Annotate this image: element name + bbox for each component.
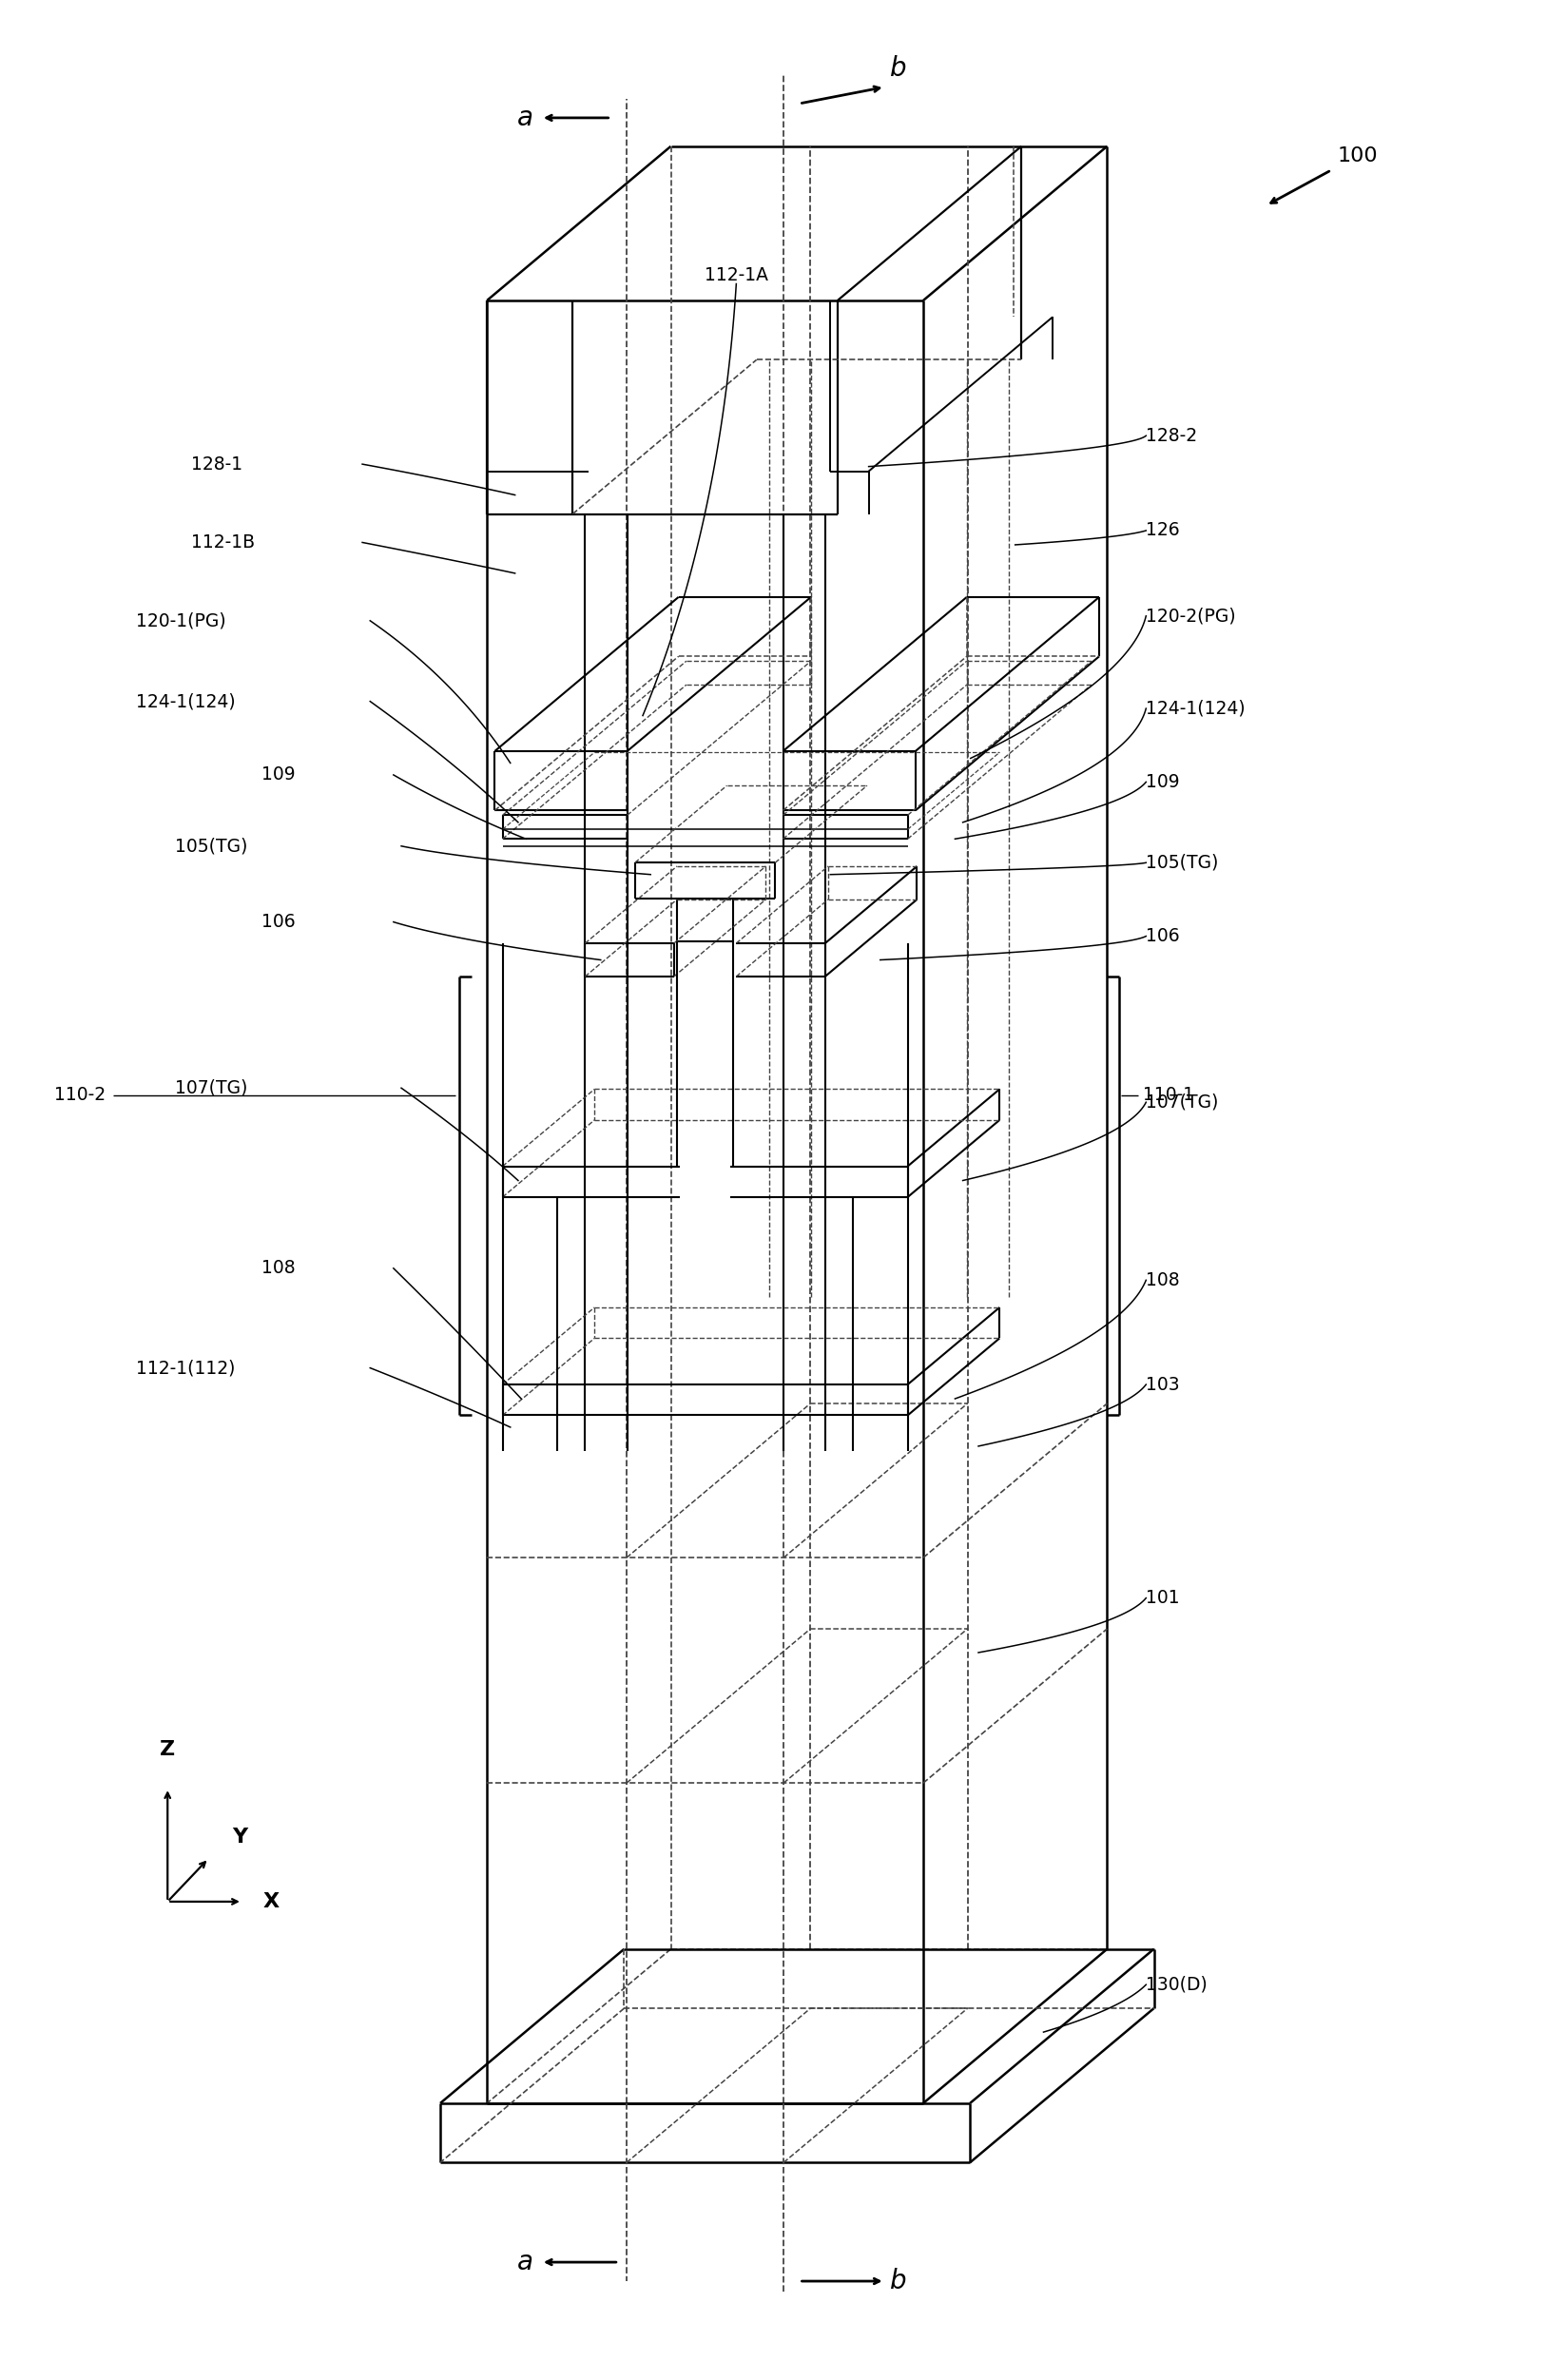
- Text: 112-1A: 112-1A: [705, 267, 767, 283]
- Text: 103: 103: [1146, 1376, 1179, 1395]
- Text: b: b: [889, 2268, 907, 2294]
- Text: 100: 100: [1337, 145, 1378, 164]
- Text: 105(TG): 105(TG): [175, 838, 247, 854]
- Text: 124-1(124): 124-1(124): [1146, 700, 1245, 716]
- Text: 110-2: 110-2: [53, 1085, 105, 1104]
- Text: 120-2(PG): 120-2(PG): [1146, 607, 1236, 626]
- Text: 101: 101: [1146, 1590, 1179, 1606]
- Text: 109: 109: [262, 766, 294, 783]
- Text: 107(TG): 107(TG): [175, 1078, 247, 1097]
- Text: 130(D): 130(D): [1146, 1975, 1207, 1994]
- Text: 112-1(112): 112-1(112): [136, 1359, 235, 1378]
- Text: b: b: [889, 55, 907, 83]
- Text: a: a: [517, 105, 532, 131]
- Text: X: X: [263, 1892, 279, 1911]
- Text: 124-1(124): 124-1(124): [136, 693, 236, 709]
- Text: 109: 109: [1146, 774, 1179, 790]
- Text: 128-2: 128-2: [1146, 426, 1198, 445]
- Text: 108: 108: [1146, 1271, 1179, 1290]
- Text: Z: Z: [160, 1740, 175, 1759]
- Text: 105(TG): 105(TG): [1146, 854, 1218, 871]
- Text: 120-1(PG): 120-1(PG): [136, 612, 227, 631]
- Text: 106: 106: [1146, 928, 1179, 945]
- Text: Y: Y: [232, 1828, 247, 1847]
- Text: 128-1: 128-1: [191, 455, 243, 474]
- Text: 126: 126: [1146, 521, 1179, 540]
- Text: 107(TG): 107(TG): [1146, 1092, 1218, 1111]
- Text: 108: 108: [262, 1259, 294, 1278]
- Text: a: a: [517, 2249, 532, 2275]
- Text: 112-1B: 112-1B: [191, 533, 255, 552]
- Text: 110-1: 110-1: [1143, 1085, 1195, 1104]
- Text: 106: 106: [262, 914, 294, 931]
